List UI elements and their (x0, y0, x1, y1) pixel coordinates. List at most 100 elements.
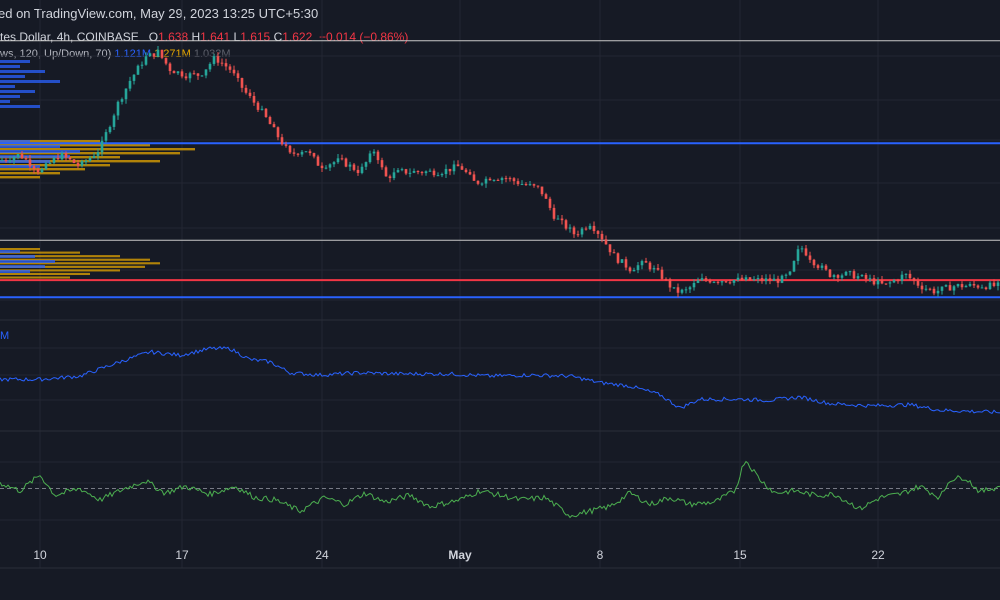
candle-body (68, 157, 72, 160)
change-value: −0.014 (−0.86%) (318, 30, 409, 44)
candle-body (984, 287, 988, 290)
candle-body (880, 280, 884, 284)
candle-body (988, 282, 992, 290)
candle-body (360, 166, 364, 173)
candle-body (228, 66, 232, 70)
open-label: O (148, 30, 159, 44)
candle-body (796, 249, 800, 261)
candle-body (464, 169, 468, 173)
candle-body (436, 175, 440, 177)
low-label: L (233, 30, 241, 44)
volume-profile-bar (0, 152, 180, 155)
candle-body (620, 259, 624, 263)
volume-profile-bar (0, 140, 30, 143)
candle-body (444, 168, 448, 175)
candle-body (604, 239, 608, 245)
candle-body (20, 154, 24, 159)
candle-body (652, 268, 656, 270)
candle-body (768, 278, 772, 281)
candle-body (200, 75, 204, 77)
volume-profile-bar (0, 276, 70, 279)
candle-body (96, 152, 100, 156)
candle-body (616, 253, 620, 263)
candle-body (24, 158, 28, 160)
candle-body (716, 281, 720, 283)
open-value: 1.638 (158, 30, 189, 44)
volume-profile-bar (0, 258, 150, 261)
x-tick-label: 10 (33, 548, 47, 562)
candle-body (196, 73, 200, 76)
candle-body (720, 281, 724, 283)
candle-body (772, 278, 776, 281)
candle-body (472, 174, 476, 181)
candle-body (820, 265, 824, 268)
candle-body (208, 63, 212, 70)
candle-body (108, 126, 112, 133)
candle-body (448, 168, 452, 172)
candle-body (856, 276, 860, 279)
candle-body (372, 151, 376, 154)
obv-legend: M (0, 330, 9, 342)
candle-body (792, 260, 796, 272)
candle-body (288, 145, 292, 153)
volume-profile-bar (0, 160, 50, 163)
candle-body (260, 108, 264, 110)
candle-body (168, 63, 172, 72)
candle-body (188, 73, 192, 79)
candle-body (500, 178, 504, 181)
candle-body (124, 88, 128, 100)
candle-body (912, 278, 916, 281)
volume-profile-bar (0, 85, 15, 88)
volume-profile-bar (0, 144, 150, 147)
candle-body (512, 178, 516, 182)
candle-body (704, 278, 708, 281)
candle-body (608, 244, 612, 253)
candle-body (220, 62, 224, 64)
volume-profile-label[interactable]: ws, 120, Up/Down, 70) (0, 48, 112, 60)
candle-body (316, 156, 320, 166)
candle-body (60, 153, 64, 160)
candle-body (760, 278, 764, 282)
candle-body (520, 184, 524, 186)
candle-body (12, 157, 16, 161)
volume-profile-bar (0, 272, 90, 276)
volume-profile (0, 60, 195, 279)
candle-body (400, 169, 404, 171)
candle-body (392, 172, 396, 179)
candle-body (36, 169, 40, 173)
volume-profile-bar (0, 176, 40, 179)
symbol-label[interactable]: tes Dollar, 4h, COINBASE (0, 30, 139, 44)
candle-body (192, 73, 196, 75)
candle-body (76, 163, 80, 166)
candle-body (588, 225, 592, 229)
candle-body (584, 228, 588, 230)
candle-body (308, 151, 312, 154)
candle-body (696, 280, 700, 283)
candle-body (376, 151, 380, 161)
candle-body (808, 255, 812, 260)
candle-body (452, 164, 456, 172)
candle-body (280, 137, 284, 145)
candle-body (748, 277, 752, 281)
candle-body (992, 282, 996, 286)
candle-body (848, 271, 852, 273)
x-tick-label: May (448, 548, 472, 562)
rsi-pane (0, 460, 1000, 519)
candle-body (532, 184, 536, 186)
candle-body (312, 153, 316, 157)
candle-body (700, 278, 704, 281)
volume-profile-bar (0, 164, 110, 167)
candle-body (120, 99, 124, 102)
candle-body (508, 178, 512, 180)
candle-body (576, 234, 580, 236)
candle-body (408, 172, 412, 174)
candle-body (252, 95, 256, 103)
candle-body (428, 170, 432, 172)
candle-body (204, 69, 208, 76)
candle-body (752, 279, 756, 281)
candle-body (536, 185, 540, 187)
candle-body (440, 174, 444, 176)
candle-body (88, 157, 92, 161)
candle-body (84, 160, 88, 162)
